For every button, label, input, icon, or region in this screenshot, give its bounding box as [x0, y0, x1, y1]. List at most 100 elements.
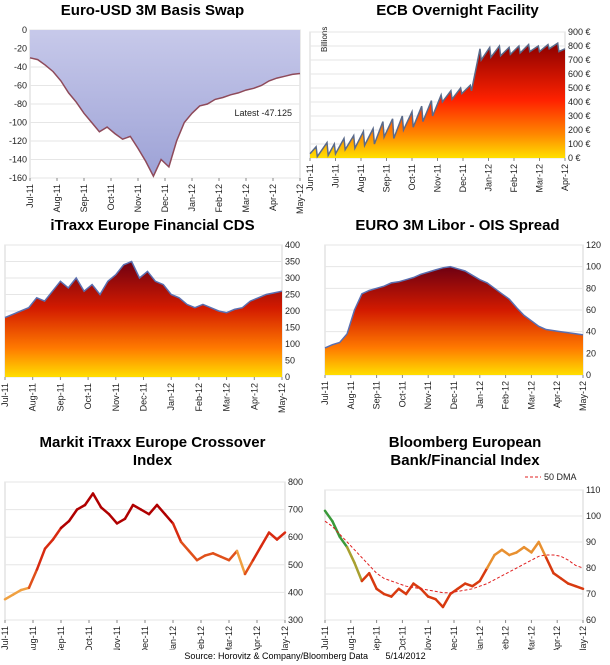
x-tick-label: Feb-12	[194, 383, 204, 412]
chart-title: iTraxx Europe Financial CDS	[50, 217, 255, 234]
ma-line	[324, 520, 584, 594]
series-segment	[345, 545, 356, 565]
plot-area	[4, 481, 286, 621]
y-tick-label: 500 €	[568, 83, 591, 93]
y-tick-label: -20	[14, 44, 27, 54]
y-tick-label: -120	[9, 136, 27, 146]
x-tick-label: Mar-12	[222, 383, 232, 412]
series-segment	[412, 582, 423, 591]
y-tick-label: -100	[9, 118, 27, 128]
series-segment	[522, 545, 533, 554]
series-segment	[515, 545, 526, 554]
x-tick-label: Sep-11	[372, 626, 382, 650]
chart-panel-bloomberg-bank: Bloomberg European Bank/Financial Index …	[305, 430, 610, 650]
series-segment	[375, 587, 386, 596]
y-tick-label: 50	[285, 356, 295, 366]
series-segment	[267, 531, 279, 541]
y-tick-label: 100	[586, 511, 601, 521]
y-tick-label: 60	[586, 305, 596, 315]
series-segment	[419, 587, 430, 598]
series-line	[4, 260, 283, 319]
x-tick-label: May-12	[295, 184, 305, 214]
chart-panel-basis-swap: Euro-USD 3M Basis Swap 0 -20 -40 -60 -80 -100…	[0, 0, 305, 215]
chart-panel-crossover: Markit iTraxx Europe Crossover Index 800…	[0, 430, 305, 650]
x-tick-label: Mar-12	[526, 381, 536, 410]
y-tick-label: 70	[586, 589, 596, 599]
series-segment	[500, 548, 511, 557]
y-tick-label: -40	[14, 62, 27, 72]
legend-label: 50 DMA	[544, 472, 577, 482]
x-tick-label: Oct-11	[84, 626, 94, 650]
series-segment	[537, 540, 548, 559]
series-segment	[449, 587, 459, 596]
y-tick-label: 0	[285, 372, 290, 382]
x-tick-label: Oct-11	[83, 383, 93, 409]
series-segment	[552, 571, 563, 580]
bloomberg-bank-chart: 110 100 90 80 70 60 Jul-11 Aug-11 Sep-11 Oct-11 No…	[320, 472, 601, 650]
x-tick-label: May-12	[280, 626, 290, 650]
series-segment	[434, 597, 445, 609]
series-segment	[147, 503, 159, 516]
y-tick-label: -60	[14, 81, 27, 91]
series-segment	[155, 503, 167, 516]
series-line	[309, 41, 566, 159]
y-tick-label: 300	[288, 615, 303, 625]
x-tick-label: Nov-11	[423, 381, 433, 409]
series-segment	[353, 561, 364, 583]
chart-panel-ecb-facility: ECB Overnight Facility 900 € 800 € 700 € 60…	[305, 0, 610, 215]
x-tick-label: Oct-11	[106, 184, 116, 210]
source-text: Source: Horovitz & Company/Bloomberg Dat…	[184, 651, 369, 661]
series-segment	[485, 553, 496, 570]
x-tick-label: Nov-11	[423, 626, 433, 650]
x-tick-label: Mar-12	[535, 164, 545, 193]
y-tick-label: 90	[586, 537, 596, 547]
series-segment	[3, 593, 15, 601]
libor-ois-chart: 120 100 80 60 40 20 0 Jul-11 Aug-11 Sep-11 Oct-11 N…	[320, 240, 601, 411]
chart-title: EURO 3M Libor - OIS Spread	[355, 217, 560, 234]
series-segment	[107, 512, 119, 525]
series-area	[5, 261, 282, 377]
chart-title: Euro-USD 3M Basis Swap	[60, 2, 245, 19]
x-tick-label: Jan-12	[166, 383, 176, 411]
x-tick-label: May-12	[578, 626, 588, 650]
y-tick-label: 120	[586, 240, 601, 250]
x-tick-label: Apr-12	[552, 626, 562, 650]
series-segment	[367, 571, 378, 591]
series-segment	[243, 558, 255, 576]
series-segment	[211, 552, 223, 558]
chart-title: Markit iTraxx Europe Crossover Index	[39, 434, 266, 469]
y-tick-label: 0	[586, 370, 591, 380]
x-tick-label: Aug-11	[28, 383, 38, 411]
y-tick-label: -80	[14, 99, 27, 109]
series-segment	[493, 548, 504, 557]
x-tick-label: Mar-12	[526, 626, 536, 650]
x-tick-label: Sep-11	[79, 184, 89, 212]
series-segment	[426, 595, 437, 601]
series-segment	[115, 517, 127, 525]
series-segment	[51, 526, 63, 541]
y-tick-label: 800 €	[568, 41, 591, 51]
series-segment	[463, 582, 474, 588]
source-date: 5/14/2012	[385, 651, 426, 661]
x-tick-label: May-12	[578, 381, 588, 411]
y-tick-label: 400	[288, 587, 303, 597]
y-tick-label: 100	[285, 339, 300, 349]
series-segment	[259, 531, 271, 548]
y-tick-label: 800	[288, 477, 303, 487]
y-tick-label: 500	[288, 560, 303, 570]
x-tick-label: Jul-11	[25, 184, 35, 208]
series-area	[30, 30, 300, 177]
x-tick-label: Nov-11	[112, 626, 122, 650]
crossover-chart: 800 700 600 500 400 300 Jul-11 Aug-11 Sep-11 Oct-…	[0, 477, 303, 650]
ecb-facility-chart: 900 € 800 € 700 € 600 € 500 € 400 € 300 € 200 €…	[305, 27, 591, 193]
series-segment	[43, 538, 55, 550]
series-segment	[323, 509, 334, 523]
y-tick-label: 0 €	[568, 153, 581, 163]
y-tick-label: 100 €	[568, 139, 591, 149]
x-tick-label: Oct-11	[397, 626, 407, 650]
series-area	[310, 43, 565, 159]
series-segment	[139, 508, 151, 516]
x-tick-label: Jul-11	[0, 626, 10, 650]
x-tick-label: Jul-11	[0, 383, 10, 407]
